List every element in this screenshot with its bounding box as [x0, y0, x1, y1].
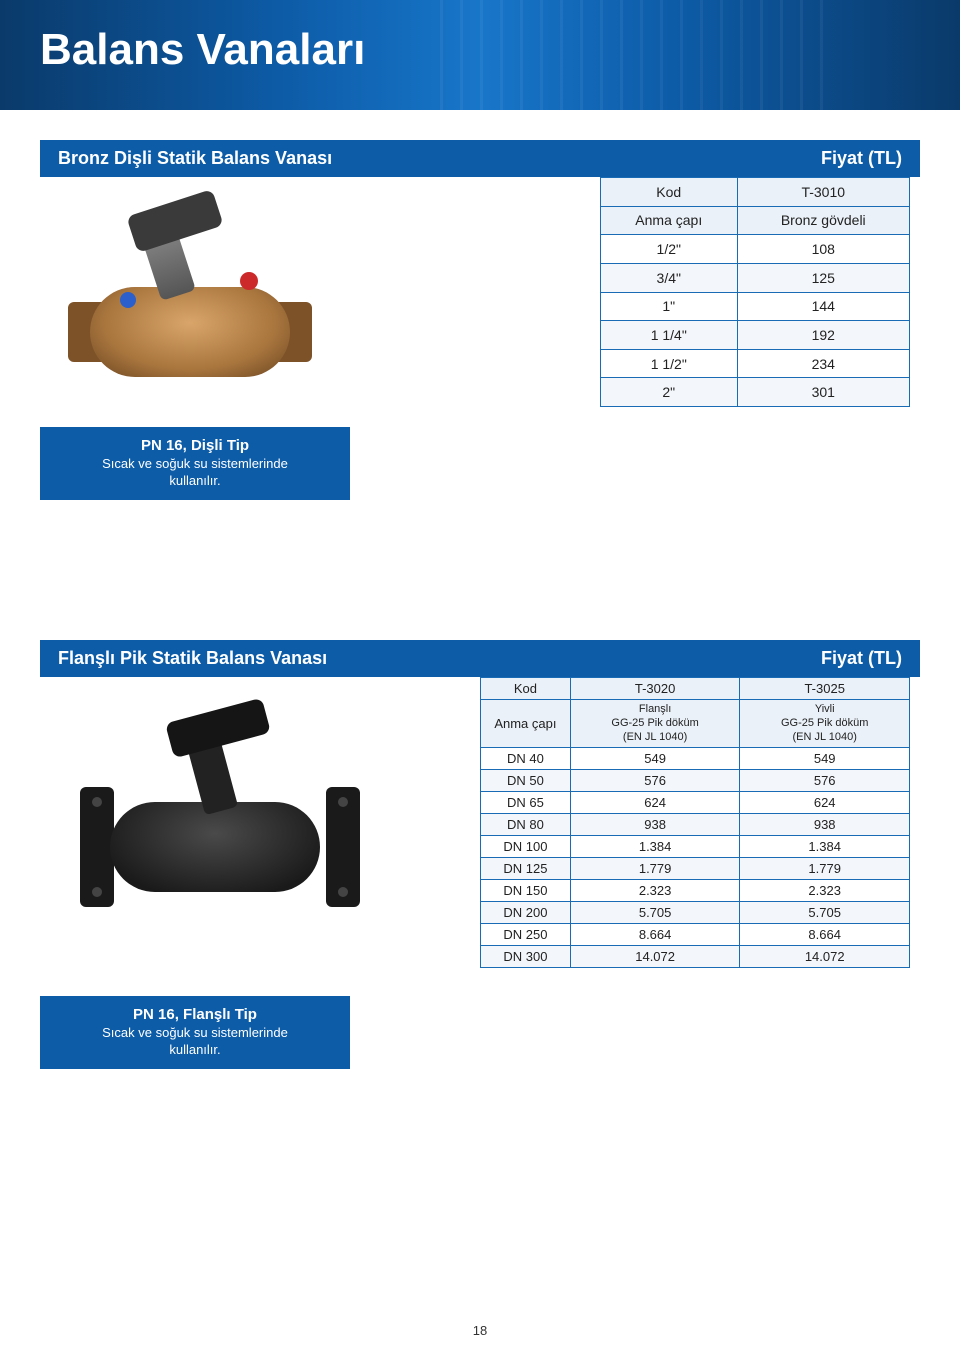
t2-head-c2: T-3025 — [740, 678, 910, 700]
t1-head-kod: Kod — [601, 178, 738, 207]
t2-cell-price: 8.664 — [570, 924, 740, 946]
t1-cell-price: 301 — [737, 378, 909, 407]
bronze-valve-icon — [60, 197, 320, 407]
t2-head-kod: Kod — [481, 678, 571, 700]
t1-cell-size: 1 1/4" — [601, 321, 738, 350]
table-row: DN 80938938 — [481, 814, 910, 836]
t2-cell-price: 1.384 — [570, 836, 740, 858]
table-row: DN 2508.6648.664 — [481, 924, 910, 946]
t2-cell-price: 624 — [740, 792, 910, 814]
section2-table: Kod T-3020 T-3025 Anma çapı Flanşlı GG-2… — [480, 677, 910, 968]
t2-cell-price: 938 — [740, 814, 910, 836]
page-title: Balans Vanaları — [40, 25, 365, 75]
t2-cell-price: 14.072 — [740, 946, 910, 968]
section2-desc-l2: kullanılır. — [58, 1042, 332, 1057]
t2-cell-price: 1.384 — [740, 836, 910, 858]
t2-cell-price: 2.323 — [740, 880, 910, 902]
section1-image — [40, 177, 390, 407]
t2-cell-price: 5.705 — [570, 902, 740, 924]
section1-bar: Bronz Dişli Statik Balans Vanası Fiyat (… — [40, 140, 920, 177]
t2-cell-price: 624 — [570, 792, 740, 814]
table-row: DN 30014.07214.072 — [481, 946, 910, 968]
t2-head-c1: T-3020 — [570, 678, 740, 700]
t2-cell-size: DN 65 — [481, 792, 571, 814]
table-row: 1/2"108 — [601, 235, 910, 264]
section1-desc-l1: Sıcak ve soğuk su sistemlerinde — [58, 456, 332, 471]
table-row: 1 1/2"234 — [601, 349, 910, 378]
section2-desc-hdr: PN 16, Flanşlı Tip — [58, 1006, 332, 1023]
section1-desc: PN 16, Dişli Tip Sıcak ve soğuk su siste… — [40, 427, 350, 500]
table-row: DN 50576576 — [481, 770, 910, 792]
t1-cell-size: 1" — [601, 292, 738, 321]
section-flanged-valve: Flanşlı Pik Statik Balans Vanası Fiyat (… — [40, 640, 920, 1069]
t1-cell-price: 108 — [737, 235, 909, 264]
t2-cell-size: DN 150 — [481, 880, 571, 902]
t2-cell-price: 1.779 — [570, 858, 740, 880]
t2-cell-price: 938 — [570, 814, 740, 836]
table-row: 3/4"125 — [601, 263, 910, 292]
table-row: DN 40549549 — [481, 748, 910, 770]
t2-cell-size: DN 300 — [481, 946, 571, 968]
t2-cell-size: DN 50 — [481, 770, 571, 792]
table-row: DN 1251.7791.779 — [481, 858, 910, 880]
t2-sub-c2: Yivli GG-25 Pik döküm (EN JL 1040) — [740, 700, 910, 748]
section2-price-label: Fiyat (TL) — [821, 648, 902, 669]
t2-cell-price: 549 — [740, 748, 910, 770]
t2-cell-price: 576 — [570, 770, 740, 792]
section1-title: Bronz Dişli Statik Balans Vanası — [58, 148, 332, 169]
t2-sub-anma: Anma çapı — [481, 700, 571, 748]
section-bronze-valve: Bronz Dişli Statik Balans Vanası Fiyat (… — [40, 140, 920, 500]
section1-desc-l2: kullanılır. — [58, 473, 332, 488]
section1-price-label: Fiyat (TL) — [821, 148, 902, 169]
t1-sub-body: Bronz gövdeli — [737, 206, 909, 235]
t1-cell-size: 1 1/2" — [601, 349, 738, 378]
t1-head-code: T-3010 — [737, 178, 909, 207]
t2-cell-price: 2.323 — [570, 880, 740, 902]
section2-desc-l1: Sıcak ve soğuk su sistemlerinde — [58, 1025, 332, 1040]
table-row: DN 1001.3841.384 — [481, 836, 910, 858]
t1-cell-price: 192 — [737, 321, 909, 350]
table-row: DN 2005.7055.705 — [481, 902, 910, 924]
t2-cell-size: DN 200 — [481, 902, 571, 924]
page-number: 18 — [0, 1323, 960, 1338]
t2-cell-price: 14.072 — [570, 946, 740, 968]
t2-cell-size: DN 250 — [481, 924, 571, 946]
t1-cell-size: 3/4" — [601, 263, 738, 292]
section2-image — [40, 677, 420, 968]
flanged-valve-icon — [50, 702, 370, 952]
table-row: DN 65624624 — [481, 792, 910, 814]
table-row: DN 1502.3232.323 — [481, 880, 910, 902]
page-header: Balans Vanaları — [0, 0, 960, 110]
section2-bar: Flanşlı Pik Statik Balans Vanası Fiyat (… — [40, 640, 920, 677]
section2-desc: PN 16, Flanşlı Tip Sıcak ve soğuk su sis… — [40, 996, 350, 1069]
t1-cell-price: 144 — [737, 292, 909, 321]
t1-cell-size: 1/2" — [601, 235, 738, 264]
t2-cell-price: 1.779 — [740, 858, 910, 880]
t2-cell-price: 549 — [570, 748, 740, 770]
t1-sub-anma: Anma çapı — [601, 206, 738, 235]
t2-cell-price: 5.705 — [740, 902, 910, 924]
t1-cell-price: 234 — [737, 349, 909, 378]
section1-desc-hdr: PN 16, Dişli Tip — [58, 437, 332, 454]
t2-cell-price: 8.664 — [740, 924, 910, 946]
t2-sub-c1: Flanşlı GG-25 Pik döküm (EN JL 1040) — [570, 700, 740, 748]
table-row: 2"301 — [601, 378, 910, 407]
section2-title: Flanşlı Pik Statik Balans Vanası — [58, 648, 327, 669]
t1-cell-price: 125 — [737, 263, 909, 292]
table-row: 1"144 — [601, 292, 910, 321]
t2-cell-size: DN 125 — [481, 858, 571, 880]
t2-cell-size: DN 80 — [481, 814, 571, 836]
t1-cell-size: 2" — [601, 378, 738, 407]
table-row: 1 1/4"192 — [601, 321, 910, 350]
t2-cell-price: 576 — [740, 770, 910, 792]
section1-table: Kod T-3010 Anma çapı Bronz gövdeli 1/2"1… — [600, 177, 910, 407]
t2-cell-size: DN 100 — [481, 836, 571, 858]
t2-cell-size: DN 40 — [481, 748, 571, 770]
